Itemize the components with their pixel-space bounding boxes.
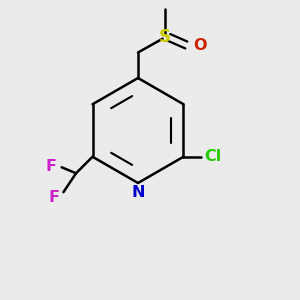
Text: Cl: Cl bbox=[205, 149, 222, 164]
Text: F: F bbox=[46, 158, 56, 173]
Text: O: O bbox=[194, 38, 207, 52]
Text: S: S bbox=[159, 28, 171, 46]
Text: N: N bbox=[131, 185, 145, 200]
Text: F: F bbox=[49, 190, 59, 205]
